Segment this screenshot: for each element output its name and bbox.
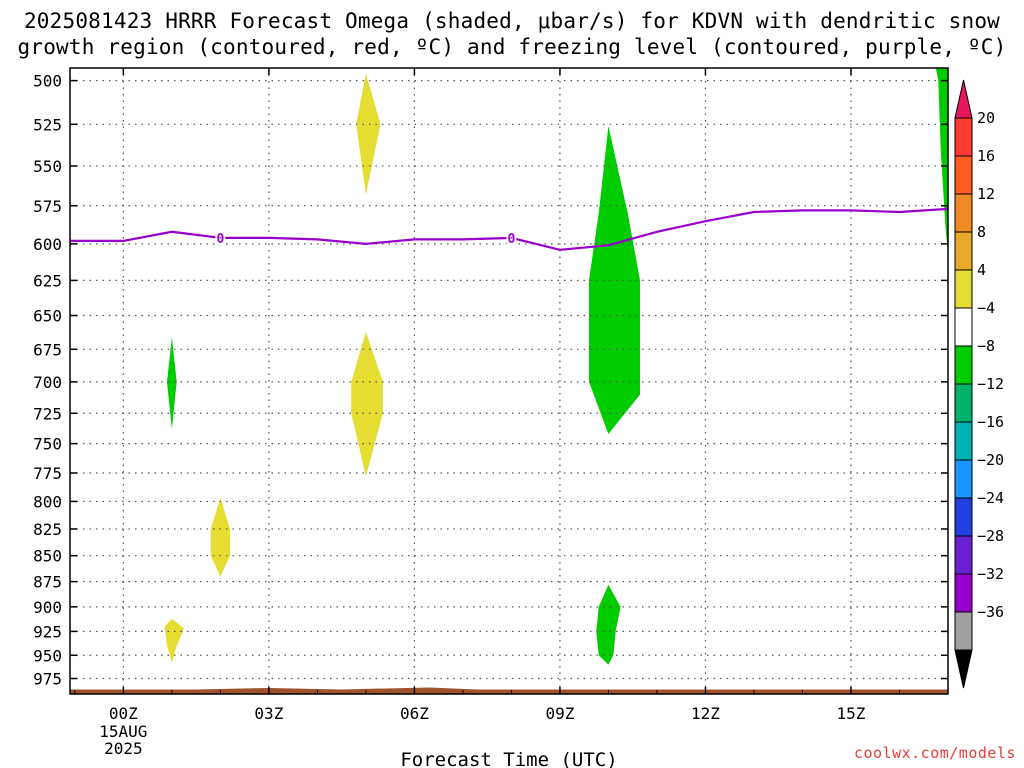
y-tick-label: 550 — [33, 157, 62, 176]
x-tick-label: 06Z — [400, 704, 429, 723]
x-tick-label: 15Z — [837, 704, 866, 723]
colorbar-label: −36 — [977, 603, 1004, 621]
y-tick-label: 750 — [33, 435, 62, 454]
colorbar-label: −12 — [977, 375, 1004, 393]
colorbar-label: −28 — [977, 527, 1004, 545]
colorbar-swatch — [954, 573, 973, 613]
colorbar-label: 4 — [977, 261, 986, 279]
colorbar-label: −24 — [977, 489, 1004, 507]
omega-region — [164, 618, 184, 663]
y-tick-label: 850 — [33, 547, 62, 566]
colorbar-swatch — [954, 383, 973, 423]
colorbar-swatch — [954, 421, 973, 461]
y-tick-label: 975 — [33, 670, 62, 689]
x-tick-label: 00Z — [109, 704, 138, 723]
y-tick-label: 775 — [33, 464, 62, 483]
plot-area — [70, 68, 948, 694]
y-tick-label: 650 — [33, 307, 62, 326]
y-tick-label: 575 — [33, 197, 62, 216]
watermark: coolwx.com/models — [853, 744, 1016, 762]
colorbar-swatch — [954, 307, 973, 347]
x-tick-label: 09Z — [545, 704, 574, 723]
omega-region — [167, 337, 177, 430]
title-line-2: growth region (contoured, red, ºC) and f… — [17, 35, 1007, 59]
y-tick-label: 900 — [33, 598, 62, 617]
omega-region — [596, 584, 621, 665]
omega-region — [589, 126, 640, 434]
y-tick-label: 700 — [33, 373, 62, 392]
x-date-label: 15AUG — [99, 722, 147, 741]
colorbar-swatch — [954, 497, 973, 537]
x-tick-label: 03Z — [254, 704, 283, 723]
colorbar-swatch — [954, 649, 973, 689]
title-line-1: 2025081423 HRRR Forecast Omega (shaded, … — [23, 9, 1001, 33]
y-tick-label: 875 — [33, 573, 62, 592]
omega-region — [210, 498, 231, 577]
y-tick-label: 825 — [33, 520, 62, 539]
y-tick-label: 675 — [33, 340, 62, 359]
x-date-label: 2025 — [104, 739, 143, 758]
colorbar-label: 16 — [977, 147, 995, 165]
colorbar-swatch — [954, 535, 973, 575]
y-tick-label: 950 — [33, 646, 62, 665]
colorbar-label: −4 — [977, 299, 995, 317]
y-tick-label: 925 — [33, 622, 62, 641]
colorbar-swatch — [954, 193, 973, 233]
colorbar-swatch — [954, 269, 973, 309]
x-axis-title: Forecast Time (UTC) — [400, 749, 617, 768]
colorbar-swatch — [954, 611, 973, 651]
x-tick-label: 12Z — [691, 704, 720, 723]
y-tick-label: 625 — [33, 271, 62, 290]
y-tick-label: 725 — [33, 404, 62, 423]
grid-lines — [70, 68, 948, 694]
colorbar-label: 8 — [977, 223, 986, 241]
freezing-level-label: 0 — [216, 232, 224, 247]
freezing-level-label: 0 — [508, 232, 516, 247]
y-tick-label: 500 — [33, 72, 62, 91]
colorbar-swatch — [954, 79, 973, 119]
plot-border — [69, 67, 949, 695]
colorbar-swatch — [954, 117, 973, 157]
omega-region — [351, 331, 383, 477]
colorbar: 20 16 12 8 4 −4 −8 −12 −16 −20 −24 −28 −32 −36 — [954, 79, 1004, 689]
colorbar-label: 20 — [977, 109, 995, 127]
colorbar-swatch — [954, 155, 973, 195]
omega-region — [356, 73, 381, 195]
colorbar-label: 12 — [977, 185, 995, 203]
colorbar-swatch — [954, 459, 973, 499]
chart-title: 2025081423 HRRR Forecast Omega (shaded, … — [0, 8, 1024, 60]
y-tick-label: 600 — [33, 235, 62, 254]
colorbar-label: −16 — [977, 413, 1004, 431]
terrain-surface — [70, 687, 948, 694]
freezing-level-label-bg — [506, 230, 517, 245]
y-axis: 500 525 550 575 600 625 650 675 700 725 750 775 800 8… — [33, 72, 948, 689]
colorbar-swatch — [954, 345, 973, 385]
y-tick-label: 525 — [33, 115, 62, 134]
colorbar-label: −8 — [977, 337, 995, 355]
y-tick-label: 800 — [33, 492, 62, 511]
colorbar-label: −32 — [977, 565, 1004, 583]
colorbar-label: −20 — [977, 451, 1004, 469]
freezing-level-label-bg — [215, 230, 226, 245]
colorbar-swatch — [954, 231, 973, 271]
